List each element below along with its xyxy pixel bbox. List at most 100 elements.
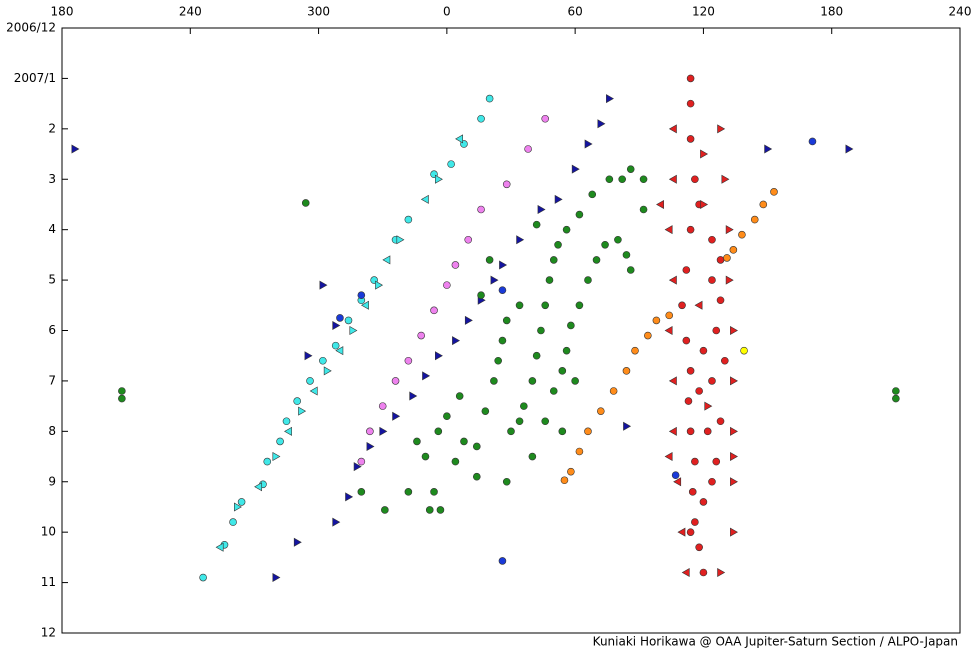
data-point — [528, 452, 537, 461]
data-point — [391, 377, 400, 385]
data-point — [694, 300, 703, 310]
data-point — [575, 447, 584, 456]
data-point — [392, 411, 401, 421]
data-point — [455, 134, 463, 144]
data-point — [597, 119, 606, 129]
data-point — [738, 230, 746, 239]
data-point — [639, 175, 648, 184]
data-point — [695, 543, 703, 552]
data-point — [717, 567, 726, 578]
data-point — [435, 351, 443, 361]
data-point — [284, 426, 292, 436]
x-tick-label: 300 — [307, 5, 330, 19]
y-tick-label: 5 — [48, 273, 56, 287]
data-point — [417, 331, 426, 340]
data-point — [344, 316, 353, 325]
data-point — [560, 476, 569, 485]
data-point — [254, 482, 263, 492]
x-tick-label: 0 — [443, 5, 451, 19]
data-point — [686, 99, 695, 108]
data-point — [681, 567, 690, 578]
data-point — [770, 188, 778, 196]
data-point — [331, 341, 340, 350]
data-point — [678, 301, 686, 310]
data-point — [545, 276, 554, 284]
data-point — [588, 190, 597, 199]
data-point — [626, 165, 635, 173]
x-tick-label: 120 — [692, 5, 715, 19]
data-point — [293, 397, 301, 405]
data-point — [712, 457, 721, 466]
data-point — [335, 346, 344, 356]
data-point — [366, 427, 374, 436]
data-point — [382, 255, 391, 265]
y-tick-label: 2006/12 — [6, 21, 56, 35]
data-point — [485, 94, 494, 103]
x-tick-label: 240 — [949, 5, 972, 19]
data-point — [691, 175, 699, 184]
data-point — [609, 387, 618, 395]
data-point — [502, 180, 511, 189]
data-point — [524, 145, 532, 153]
data-point — [420, 194, 429, 204]
data-point — [730, 527, 738, 537]
data-point — [422, 371, 431, 381]
data-point — [592, 256, 601, 264]
data-point — [498, 557, 507, 565]
data-point — [452, 336, 461, 346]
data-point — [349, 325, 358, 336]
data-point — [361, 300, 369, 310]
data-point — [430, 306, 438, 315]
data-point — [892, 387, 900, 395]
data-point — [575, 210, 584, 219]
data-point — [502, 477, 511, 486]
data-point — [673, 477, 682, 487]
data-point — [708, 276, 716, 284]
data-point — [558, 367, 567, 375]
footer: Kuniaki Horikawa @ OAA Jupiter-Saturn Se… — [593, 635, 958, 649]
data-point — [716, 256, 725, 264]
data-point — [306, 377, 314, 385]
data-point — [750, 215, 759, 224]
data-point — [584, 139, 593, 149]
data-point — [332, 517, 341, 527]
data-point — [614, 235, 622, 244]
y-tick-label: 2 — [48, 121, 56, 135]
data-point — [686, 135, 695, 143]
data-point — [717, 124, 726, 134]
data-point — [421, 452, 430, 461]
data-point — [532, 220, 541, 229]
data-point — [699, 498, 708, 506]
data-point — [699, 568, 708, 577]
data-point — [345, 492, 354, 502]
data-point — [686, 528, 695, 536]
data-point — [618, 175, 626, 184]
data-point — [721, 356, 729, 365]
data-point — [375, 280, 384, 290]
data-point — [730, 477, 738, 487]
data-point — [366, 441, 375, 451]
data-point — [764, 144, 773, 154]
data-point — [485, 256, 494, 264]
data-point — [668, 174, 677, 184]
x-tick-label: 60 — [568, 5, 583, 19]
data-point — [498, 286, 507, 294]
data-point — [293, 537, 302, 547]
data-point — [549, 256, 558, 264]
data-point — [730, 452, 738, 462]
data-point — [668, 376, 677, 386]
data-point — [716, 296, 725, 305]
data-point — [477, 291, 485, 300]
data-point — [605, 175, 614, 184]
data-point — [668, 275, 677, 285]
data-point — [631, 346, 639, 355]
y-tick-label: 8 — [48, 424, 56, 438]
data-point — [532, 351, 541, 360]
data-point — [571, 164, 580, 174]
data-point — [298, 406, 307, 416]
data-point — [381, 506, 389, 514]
data-point — [443, 281, 451, 289]
data-point — [409, 391, 418, 401]
x-tick-label: 180 — [51, 5, 74, 19]
data-point — [118, 387, 126, 395]
